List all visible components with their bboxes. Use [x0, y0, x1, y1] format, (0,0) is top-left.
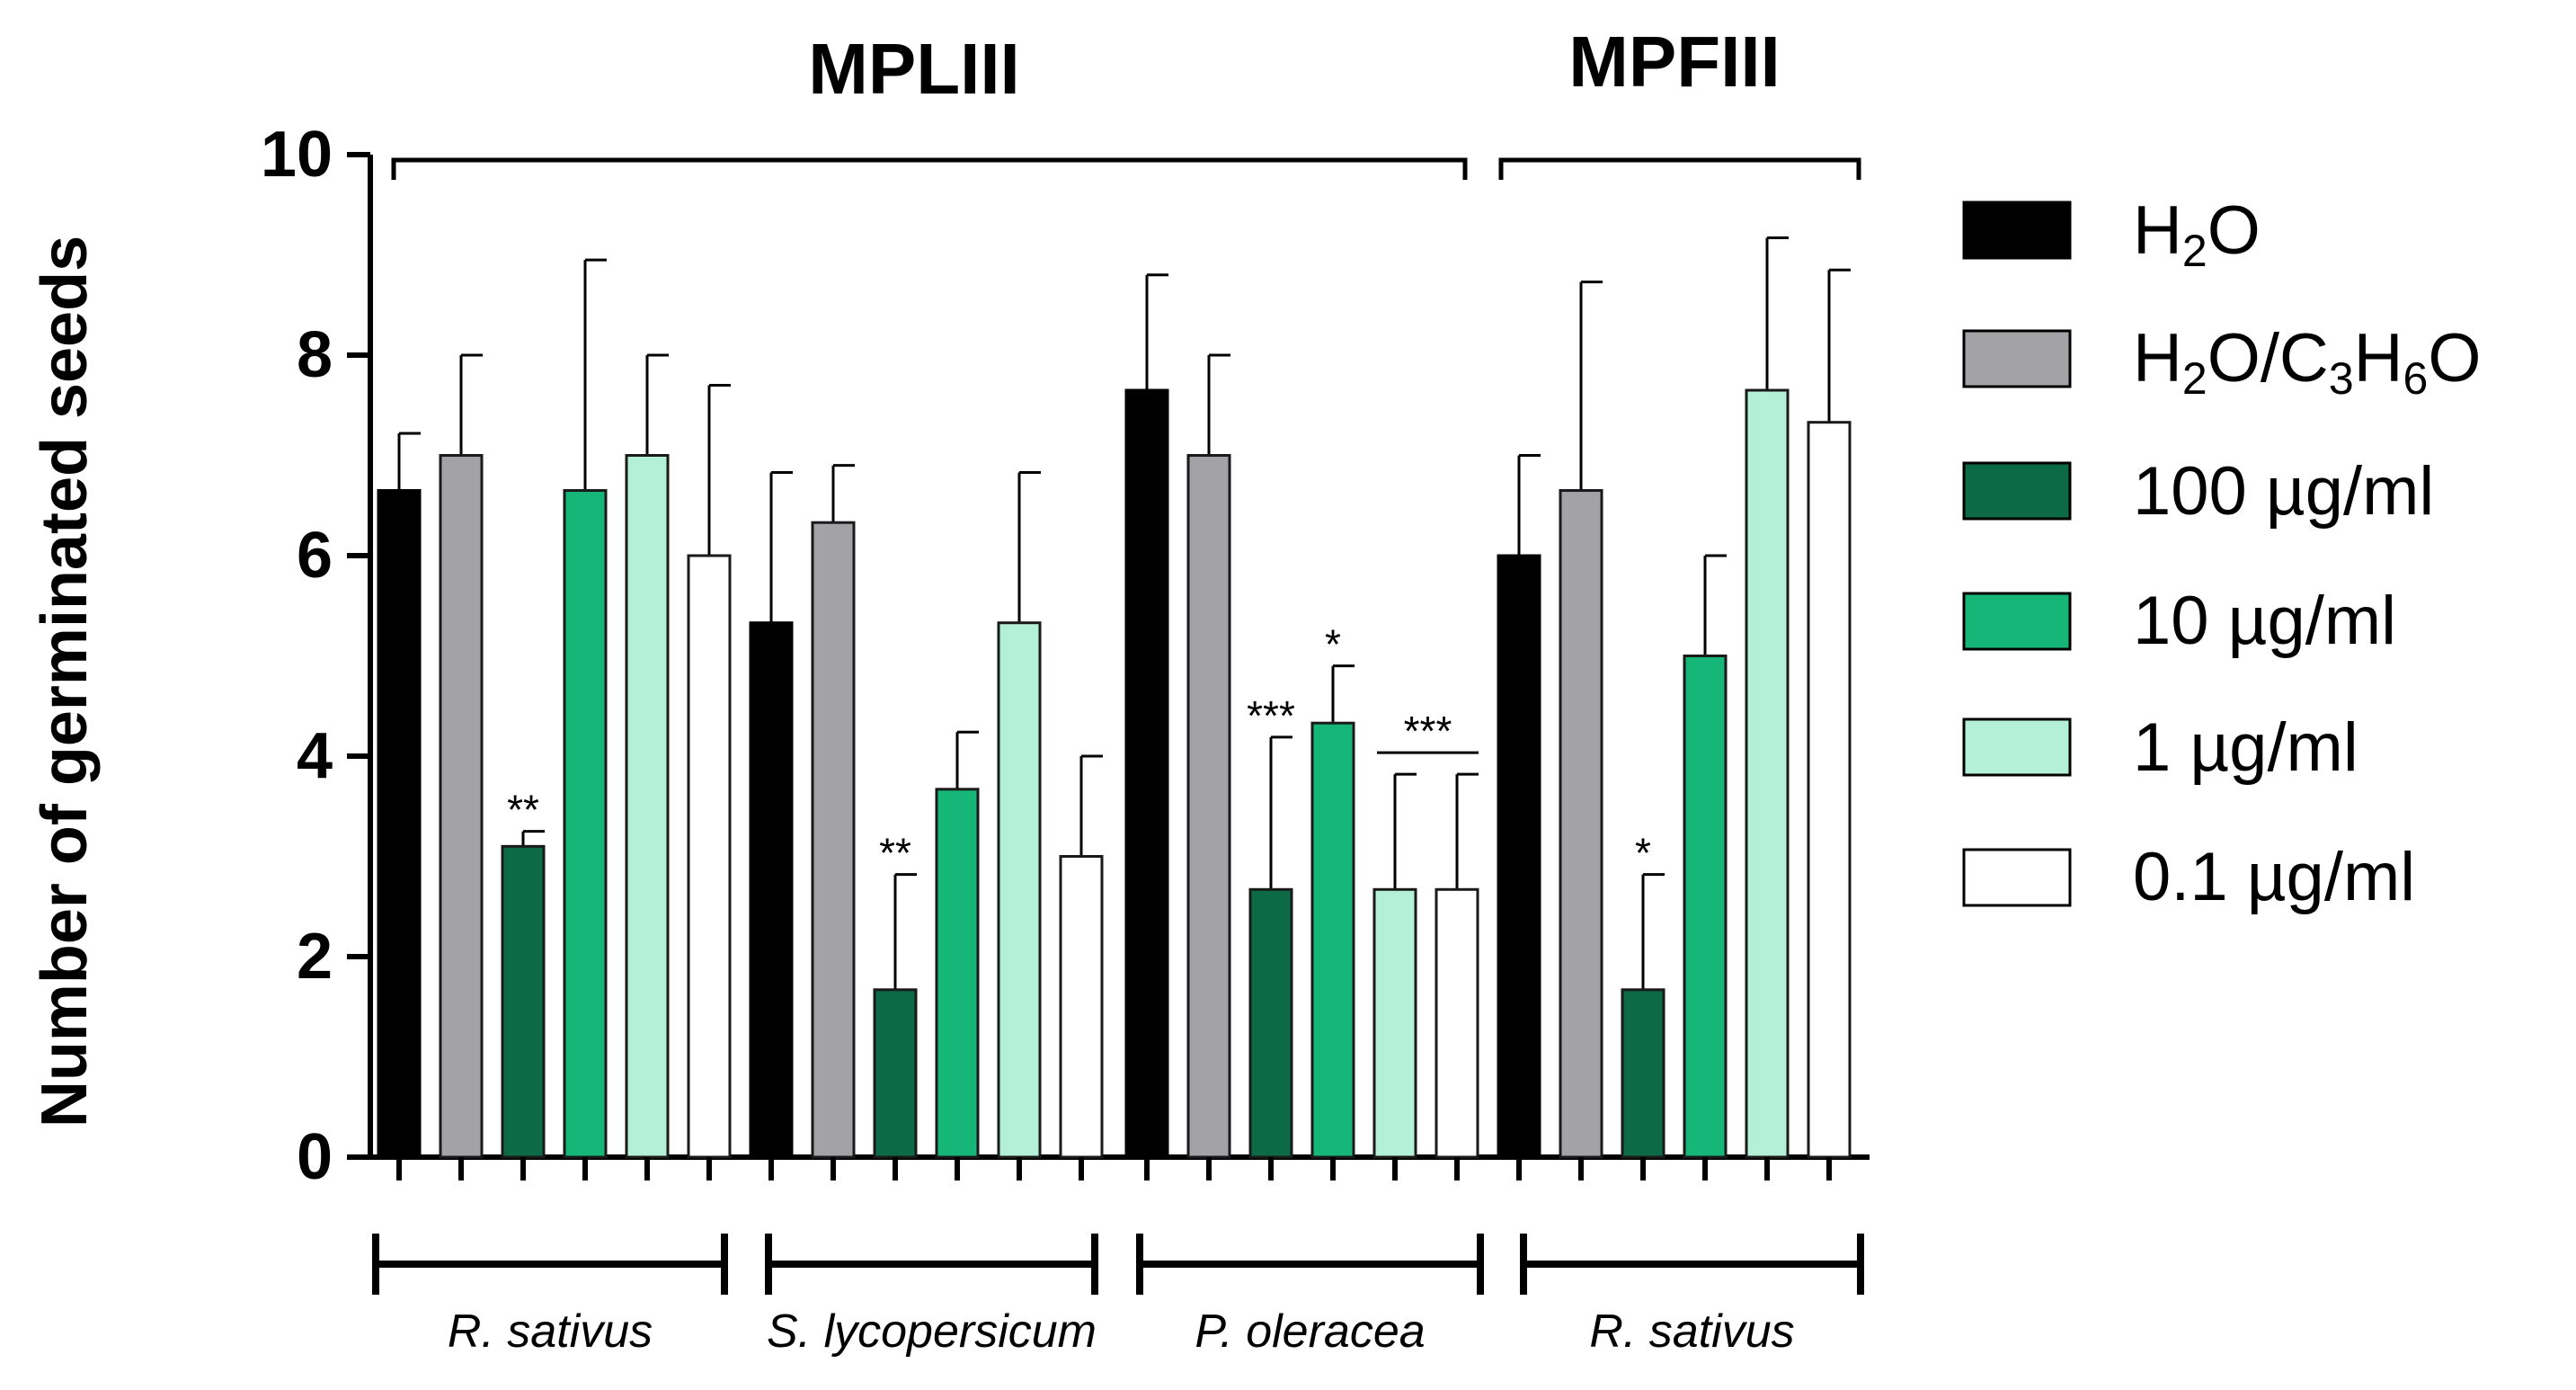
significance-marker: *** [1247, 692, 1295, 739]
bar [749, 621, 794, 1159]
y-tick-label: 6 [297, 520, 333, 592]
bar [1372, 887, 1417, 1159]
y-tick-label: 4 [297, 720, 333, 792]
legend-ac-c: O/C [2207, 320, 2329, 397]
bar [1124, 388, 1169, 1159]
legend-swatch-0-1 [1962, 848, 2072, 907]
y-tick-label: 10 [261, 119, 333, 191]
group-label: R. sativus [1589, 1305, 1794, 1358]
bar [1621, 988, 1666, 1159]
significance-marker: *** [1404, 708, 1452, 754]
y-tick-label: 0 [297, 1121, 333, 1193]
legend-label-10: 10 µg/ml [2133, 583, 2396, 659]
bar [811, 521, 856, 1159]
legend-ac-g: O [2428, 320, 2481, 397]
bar [563, 489, 608, 1159]
group-label: S. lycopersicum [767, 1305, 1097, 1358]
legend-label-100: 100 µg/ml [2133, 453, 2434, 530]
legend-label-h2o: H2O [2133, 192, 2261, 276]
bar [1683, 655, 1728, 1159]
significance-marker: * [1325, 621, 1341, 668]
y-tick-label: 8 [297, 319, 333, 391]
legend-h2o-o: O [2207, 192, 2261, 269]
bar [935, 788, 980, 1159]
bar [997, 621, 1042, 1159]
bar [1807, 421, 1852, 1159]
legend-label-acetone: H2O/C3H6O [2133, 320, 2481, 404]
group-label: R. sativus [448, 1305, 653, 1358]
bar [1745, 388, 1790, 1159]
bar [1248, 887, 1293, 1159]
legend-swatch-10 [1962, 592, 2072, 651]
legend-swatch-100 [1962, 461, 2072, 521]
bar [439, 454, 484, 1159]
legend-h2o-sub: 2 [2182, 226, 2207, 276]
bracket-label-mpfiii: MPFIII [1568, 22, 1781, 102]
legend-label-1: 1 µg/ml [2133, 709, 2358, 786]
bar [687, 554, 732, 1159]
significance-marker: ** [879, 830, 911, 877]
bar [1435, 887, 1479, 1159]
bracket-mpliii [391, 157, 1468, 180]
bar [873, 988, 918, 1159]
legend-ac-e: H [2354, 320, 2403, 397]
y-axis-title: Number of germinated seeds [29, 236, 101, 1127]
bar [1186, 454, 1231, 1159]
bracket-label-mpliii: MPLIII [808, 29, 1020, 109]
legend-swatch-acetone [1962, 329, 2072, 388]
significance-marker: ** [507, 787, 539, 833]
bar [501, 844, 546, 1159]
bar [377, 489, 422, 1159]
bar [1310, 721, 1355, 1159]
bar [625, 454, 670, 1159]
bar [1059, 855, 1104, 1159]
legend-swatch-h2o [1962, 200, 2072, 260]
y-tick-label: 2 [297, 921, 333, 993]
legend-swatch-1 [1962, 717, 2072, 777]
bar [1497, 554, 1541, 1159]
legend-ac-a: H [2133, 320, 2182, 397]
bar [1559, 489, 1603, 1159]
bracket-mpfiii [1498, 157, 1861, 180]
legend-label-0-1: 0.1 µg/ml [2133, 839, 2415, 915]
legend-h2o-h: H [2133, 192, 2182, 269]
group-label: P. oleracea [1195, 1305, 1425, 1358]
legend-ac-f: 6 [2403, 353, 2429, 404]
legend-ac-d: 3 [2329, 353, 2354, 404]
significance-marker: * [1635, 830, 1651, 877]
legend-ac-b: 2 [2182, 353, 2207, 404]
